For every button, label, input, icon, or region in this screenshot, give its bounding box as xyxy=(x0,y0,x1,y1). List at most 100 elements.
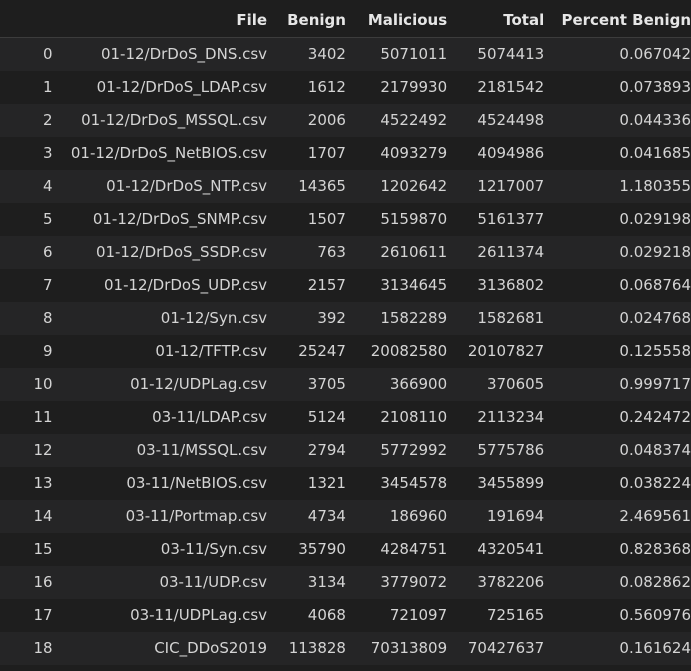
table-row: 6 01-12/DrDoS_SSDP.csv 763 2610611 2611374 0.… xyxy=(0,236,691,269)
cell-benign: 1612 xyxy=(307,78,346,96)
cell-benign: 3402 xyxy=(307,45,346,63)
cell-benign: 113828 xyxy=(288,639,346,657)
column-header-total: Total xyxy=(447,4,545,38)
cell-malicious: 2179930 xyxy=(380,78,448,96)
cell-total: 3455899 xyxy=(477,474,545,492)
table-row: 0 01-12/DrDoS_DNS.csv 3402 5071011 5074413 0.… xyxy=(0,37,691,71)
table-row: 17 03-11/UDPLag.csv 4068 721097 725165 0.5609… xyxy=(0,599,691,632)
row-index: 18 xyxy=(33,639,53,657)
cell-percent-benign: 0.073893 xyxy=(619,78,691,96)
row-index: 7 xyxy=(43,276,53,294)
cell-benign: 1321 xyxy=(307,474,346,492)
column-header-malicious: Malicious xyxy=(345,4,448,38)
cell-benign: 1507 xyxy=(307,210,346,228)
cell-benign: 392 xyxy=(317,309,346,327)
table-body: 0 01-12/DrDoS_DNS.csv 3402 5071011 5074413 0.… xyxy=(0,37,691,665)
cell-file: 01-12/TFTP.csv xyxy=(155,342,268,360)
column-header-file: File xyxy=(52,4,268,38)
cell-malicious: 1202642 xyxy=(380,177,448,195)
cell-percent-benign: 0.048374 xyxy=(619,441,691,459)
cell-total: 5074413 xyxy=(477,45,545,63)
column-header-benign: Benign xyxy=(267,4,346,38)
cell-total: 20107827 xyxy=(467,342,545,360)
row-index: 16 xyxy=(33,573,53,591)
row-index: 8 xyxy=(43,309,53,327)
cell-total: 5161377 xyxy=(477,210,545,228)
table-row: 1 01-12/DrDoS_LDAP.csv 1612 2179930 2181542 0… xyxy=(0,71,691,104)
row-index: 2 xyxy=(43,111,53,129)
cell-percent-benign: 0.999717 xyxy=(619,375,691,393)
cell-benign: 5124 xyxy=(307,408,346,426)
cell-total: 1582681 xyxy=(477,309,545,327)
cell-percent-benign: 2.469561 xyxy=(619,507,691,525)
table-row: 8 01-12/Syn.csv 392 1582289 1582681 0.024768 xyxy=(0,302,691,335)
table-row: 2 01-12/DrDoS_MSSQL.csv 2006 4522492 4524498… xyxy=(0,104,691,137)
index-header xyxy=(0,4,53,38)
cell-file: 03-11/LDAP.csv xyxy=(152,408,268,426)
row-index: 5 xyxy=(43,210,53,228)
cell-benign: 25247 xyxy=(298,342,346,360)
cell-malicious: 3134645 xyxy=(380,276,448,294)
row-index: 17 xyxy=(33,606,53,624)
cell-file: 01-12/DrDoS_UDP.csv xyxy=(104,276,268,294)
cell-benign: 3705 xyxy=(307,375,346,393)
cell-malicious: 5159870 xyxy=(380,210,448,228)
cell-percent-benign: 0.029218 xyxy=(619,243,691,261)
cell-file: 01-12/DrDoS_DNS.csv xyxy=(100,45,268,63)
cell-file: 01-12/UDPLag.csv xyxy=(130,375,268,393)
cell-percent-benign: 0.038224 xyxy=(619,474,691,492)
cell-file: 03-11/Portmap.csv xyxy=(125,507,268,525)
row-index: 12 xyxy=(33,441,53,459)
cell-total: 4320541 xyxy=(477,540,545,558)
table-row: 9 01-12/TFTP.csv 25247 20082580 20107827 0.12… xyxy=(0,335,691,368)
cell-percent-benign: 0.828368 xyxy=(619,540,691,558)
cell-malicious: 2108110 xyxy=(380,408,448,426)
table-row: 13 03-11/NetBIOS.csv 1321 3454578 3455899 0.0… xyxy=(0,467,691,500)
cell-file: 01-12/DrDoS_SSDP.csv xyxy=(95,243,268,261)
cell-malicious: 3454578 xyxy=(380,474,448,492)
cell-malicious: 186960 xyxy=(389,507,448,525)
cell-total: 725165 xyxy=(486,606,545,624)
cell-percent-benign: 0.161624 xyxy=(619,639,691,657)
header-row: File Benign Malicious Total Percent Beni… xyxy=(0,4,691,38)
table-row: 10 01-12/UDPLag.csv 3705 366900 370605 0.9997… xyxy=(0,368,691,401)
cell-malicious: 5071011 xyxy=(380,45,448,63)
cell-file: 01-12/Syn.csv xyxy=(160,309,268,327)
cell-total: 4524498 xyxy=(477,111,545,129)
cell-total: 3136802 xyxy=(477,276,545,294)
cell-file: 01-12/DrDoS_SNMP.csv xyxy=(92,210,268,228)
cell-file: 01-12/DrDoS_MSSQL.csv xyxy=(81,111,268,129)
cell-benign: 4068 xyxy=(307,606,346,624)
cell-benign: 2157 xyxy=(307,276,346,294)
cell-total: 2113234 xyxy=(477,408,545,426)
cell-percent-benign: 0.029198 xyxy=(619,210,691,228)
cell-file: 03-11/Syn.csv xyxy=(160,540,268,558)
cell-percent-benign: 0.024768 xyxy=(619,309,691,327)
cell-total: 4094986 xyxy=(477,144,545,162)
cell-file: 03-11/NetBIOS.csv xyxy=(126,474,268,492)
cell-total: 370605 xyxy=(486,375,545,393)
cell-benign: 35790 xyxy=(298,540,346,558)
row-index: 10 xyxy=(33,375,53,393)
cell-total: 2611374 xyxy=(477,243,545,261)
row-index: 4 xyxy=(43,177,53,195)
row-index: 15 xyxy=(33,540,53,558)
cell-benign: 2794 xyxy=(307,441,346,459)
cell-file: 01-12/DrDoS_NetBIOS.csv xyxy=(70,144,268,162)
cell-benign: 1707 xyxy=(307,144,346,162)
table-header: File Benign Malicious Total Percent Beni… xyxy=(0,4,691,38)
cell-percent-benign: 0.242472 xyxy=(619,408,691,426)
cell-malicious: 4093279 xyxy=(380,144,448,162)
table-row: 3 01-12/DrDoS_NetBIOS.csv 1707 4093279 40949… xyxy=(0,137,691,170)
table-row: 16 03-11/UDP.csv 3134 3779072 3782206 0.08286… xyxy=(0,566,691,599)
cell-total: 191694 xyxy=(486,507,545,525)
table-row: 14 03-11/Portmap.csv 4734 186960 191694 2.469… xyxy=(0,500,691,533)
cell-malicious: 20082580 xyxy=(370,342,448,360)
cell-percent-benign: 0.125558 xyxy=(619,342,691,360)
cell-file: CIC_DDoS2019 xyxy=(154,639,268,657)
row-index: 0 xyxy=(43,45,53,63)
cell-malicious: 2610611 xyxy=(380,243,448,261)
table-row: 7 01-12/DrDoS_UDP.csv 2157 3134645 3136802 0.… xyxy=(0,269,691,302)
cell-total: 70427637 xyxy=(467,639,545,657)
cell-benign: 14365 xyxy=(298,177,346,195)
